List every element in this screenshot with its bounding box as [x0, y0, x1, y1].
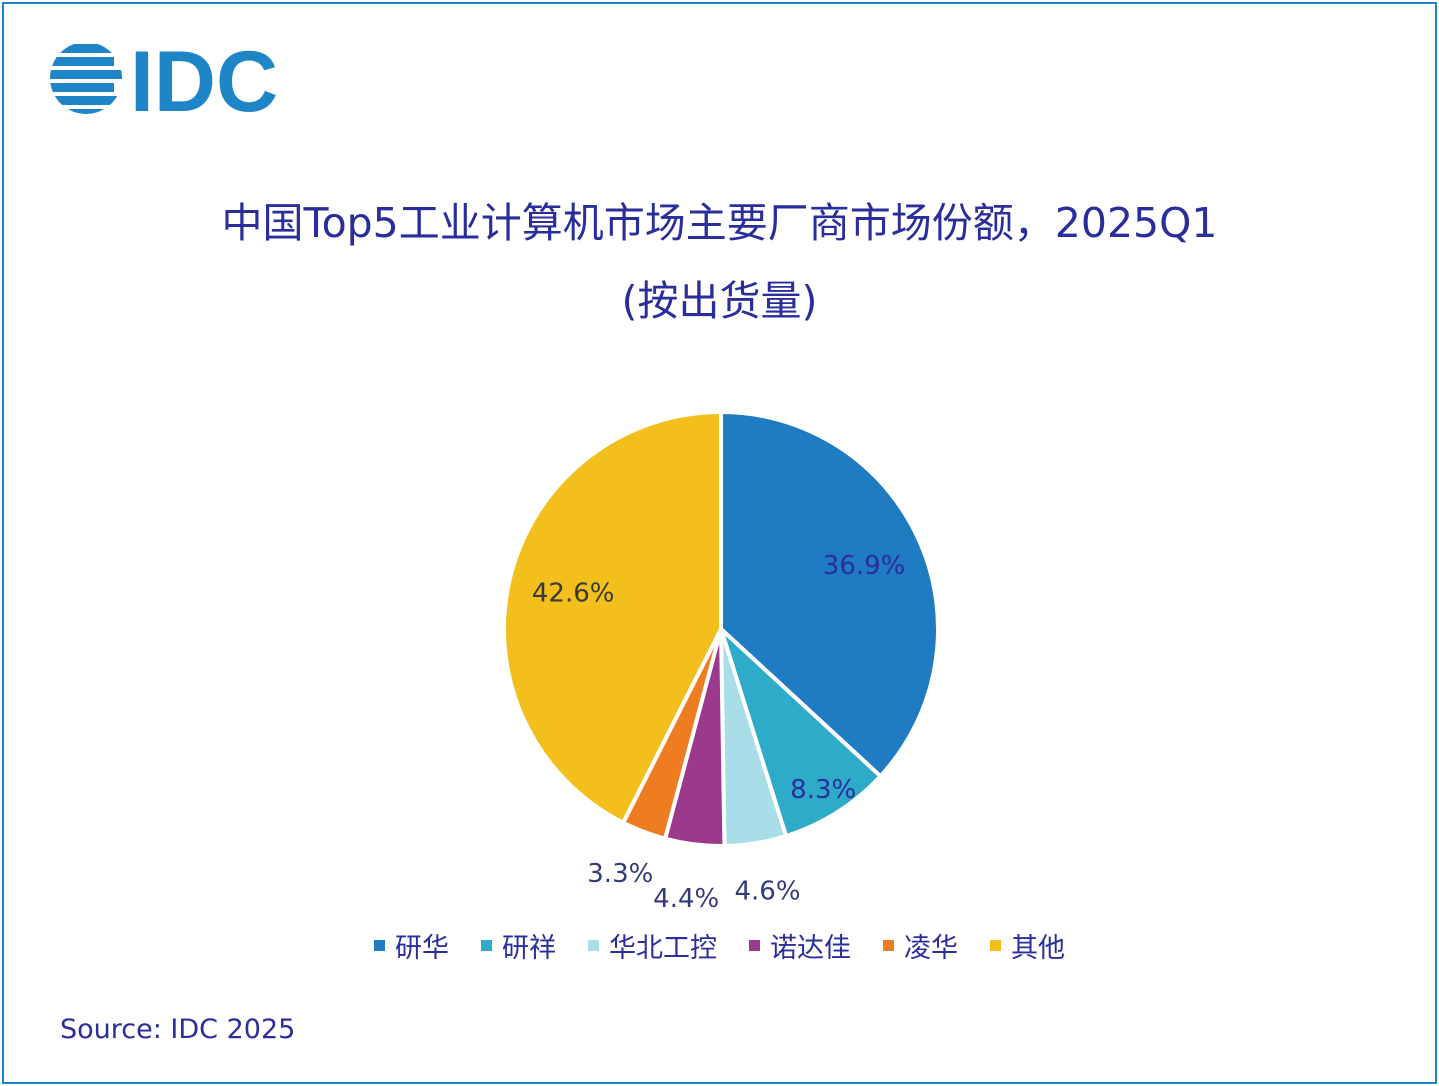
slice-label-3: 4.6% [734, 877, 800, 907]
slice-label-2: 8.3% [790, 775, 856, 805]
chart-title: 中国Top5工业计算机市场主要厂商市场份额，2025Q1 [221, 199, 1218, 247]
legend-label: 研祥 [502, 933, 556, 964]
legend-label: 凌华 [904, 933, 958, 964]
legend: 研华 研祥 华北工控 诺达佳 凌华 其他 [0, 926, 1439, 965]
slice-label-4: 4.4% [653, 884, 719, 914]
legend-item-1: 研华 [374, 926, 449, 965]
slice-label-6: 42.6% [532, 578, 615, 608]
idc-logo-text: IDC [130, 36, 278, 120]
legend-item-3: 华北工控 [588, 926, 717, 965]
legend-swatch [481, 940, 492, 951]
legend-label: 其他 [1011, 933, 1065, 964]
pie-slice-2 [719, 627, 883, 839]
legend-swatch [588, 940, 599, 951]
chart-subtitle: (按出货量) [621, 277, 818, 325]
legend-swatch [990, 940, 1001, 951]
legend-label: 诺达佳 [770, 933, 851, 964]
idc-logo: IDC [50, 36, 278, 120]
legend-item-5: 凌华 [883, 926, 958, 965]
source-note: Source: IDC 2025 [60, 1014, 296, 1045]
legend-swatch [749, 940, 760, 951]
legend-item-6: 其他 [990, 926, 1065, 965]
legend-label: 华北工控 [609, 933, 717, 964]
slice-label-5: 3.3% [587, 859, 653, 889]
legend-label: 研华 [395, 933, 449, 964]
legend-item-4: 诺达佳 [749, 926, 851, 965]
legend-item-2: 研祥 [481, 926, 556, 965]
pie-slice-6 [502, 410, 723, 825]
pie-slice-1 [719, 410, 940, 779]
legend-swatch [374, 940, 385, 951]
slice-label-1: 36.9% [823, 551, 906, 581]
legend-swatch [883, 940, 894, 951]
